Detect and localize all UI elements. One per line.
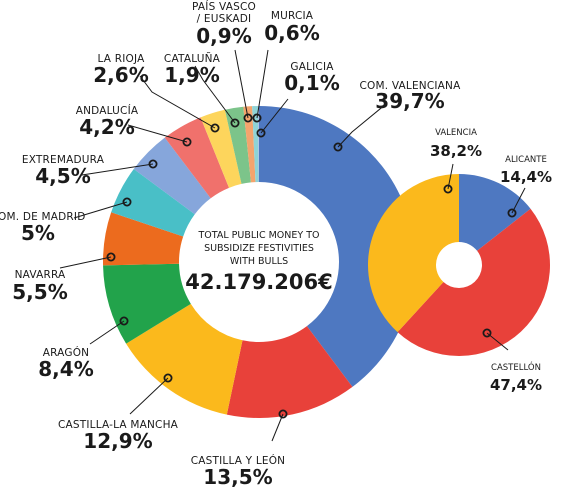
sub-slice-valencia [367,174,459,333]
leader-line-aragon [89,320,125,345]
slice-value-aragon: 8,4% [38,357,93,381]
slice-name-cataluna: CATALUÑA [164,52,221,65]
slice-name-galicia: GALICIA [290,61,334,73]
leader-line-la-rioja [139,75,216,129]
leader-dot-extremadura [148,159,158,169]
leader-dot-cataluna [230,118,240,128]
center-label: TOTAL PUBLIC MONEY TO SUBSIDIZE FESTIVIT… [185,230,332,294]
sub-slice-castellon [397,208,551,357]
slice-value-pais-vasco-euskadi: 0,9% [196,24,251,48]
slice-andalucia [164,117,230,199]
slice-castilla-la-mancha [126,303,243,415]
leader-line-pais-vasco-euskadi [234,49,249,119]
slice-cataluna [224,106,251,184]
slice-value-extremadura: 4,5% [35,164,90,188]
sub-leader-dot-alicante [507,208,517,218]
sub-slice-name-valencia: VALENCIA [435,128,477,138]
slice-value-castilla-y-leon: 13,5% [203,465,272,489]
slice-name-navarra: NAVARRA [15,269,66,281]
leader-line-andalucia [127,124,188,143]
leader-dot-andalucia [182,137,192,147]
sub-slice-name-castellon: CASTELLÓN [491,361,541,373]
leader-dot-castilla-la-mancha [163,373,173,383]
slice-value-andalucia: 4,2% [79,115,134,139]
leader-line-castilla-y-leon [271,413,284,442]
leader-dot-galicia [256,128,266,138]
sub-leader-dot-castellon [482,328,492,338]
leader-line-com-valenciana [337,103,387,148]
leader-dot-com-de-madrid [122,197,132,207]
leader-line-extremadura [81,163,154,176]
slice-name-castilla-la-mancha: CASTILLA-LA MANCHA [58,419,179,431]
slice-value-murcia: 0,6% [264,21,319,45]
sub-slice-name-alicante: ALICANTE [505,155,547,165]
slice-value-com-de-madrid: 5% [21,221,55,245]
center-text-line-1: TOTAL PUBLIC MONEY TO [198,230,320,241]
slice-galicia [258,106,259,183]
leader-dot-navarra [106,252,116,262]
slice-value-galicia: 0,1% [284,71,339,95]
sub-leader-line-alicante [511,187,526,214]
center-total: 42.179.206€ [185,270,332,294]
leader-dot-castilla-y-leon [278,409,288,419]
sub-slice-value-valencia: 38,2% [430,142,482,160]
slice-murcia [252,106,259,183]
leader-line-castilla-la-mancha [129,377,169,415]
sub-donut [367,174,551,357]
slice-name-andalucia: ANDALUCÍA [76,104,139,117]
sub-slice-value-castellon: 47,4% [490,376,542,394]
sub-leader-line-castellon [486,332,509,351]
slice-castilla-y-leon [226,326,353,419]
slice-value-com-valenciana: 39,7% [375,89,444,113]
leader-line-galicia [260,98,289,134]
slice-name-pais-vasco-euskadi-1: PAÍS VASCO [192,0,256,13]
center-text-line-2: SUBSIDIZE FESTIVITIES [204,243,314,254]
slice-value-la-rioja: 2,6% [93,63,148,87]
leader-line-murcia [256,49,269,119]
slice-navarra [103,212,184,266]
slice-value-navarra: 5,5% [12,280,67,304]
slice-name-la-rioja: LA RIOJA [98,53,146,65]
sub-slice-value-alicante: 14,4% [500,168,552,186]
slice-value-cataluna: 1,9% [164,63,219,87]
slice-com-de-madrid [111,168,195,237]
slice-name-extremadura: EXTREMADURA [22,154,105,166]
slice-pais-vasco-euskadi [243,106,256,183]
leader-dot-pais-vasco-euskadi [243,113,253,123]
slice-name-com-de-madrid: COM. DE MADRID [0,211,86,223]
slice-name-murcia: MURCIA [271,10,314,22]
slice-name-com-valenciana: COM. VALENCIANA [359,80,461,92]
slice-name-castilla-y-leon: CASTILLA Y LEÓN [191,454,286,467]
sub-slice-alicante [459,174,531,251]
slice-com-valenciana [259,106,415,387]
slice-value-castilla-la-mancha: 12,9% [83,429,152,453]
slice-name-pais-vasco-euskadi-2: / EUSKADI [197,13,252,25]
leader-line-navarra [59,256,112,269]
leader-dot-com-valenciana [333,142,343,152]
sub-leader-dot-valencia [443,184,453,194]
leader-lines [59,49,526,442]
leader-dot-murcia [252,113,262,123]
leader-dot-la-rioja [210,123,220,133]
slice-extremadura [133,137,211,215]
leader-dot-aragon [119,316,129,326]
center-text-line-3: WITH BULLS [230,256,288,267]
leader-line-com-de-madrid [73,201,128,219]
slice-name-aragon: ARAGÓN [43,346,90,359]
leader-line-cataluna [194,65,236,124]
